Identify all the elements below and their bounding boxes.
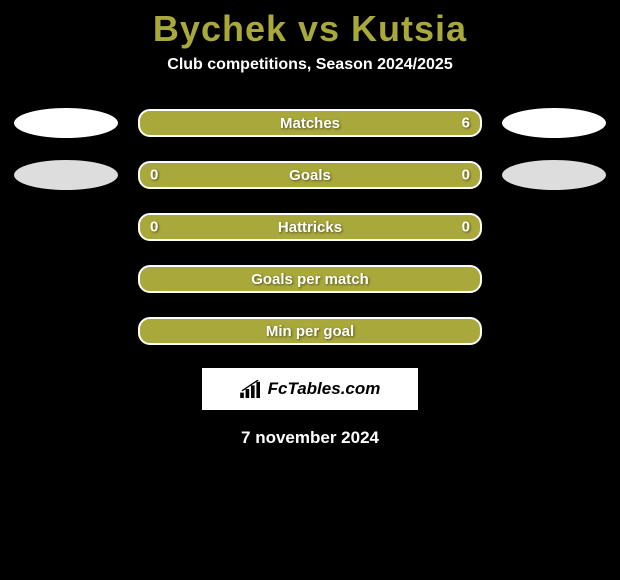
page-subtitle: Club competitions, Season 2024/2025 <box>0 56 620 74</box>
left-oval <box>14 160 118 190</box>
stat-label: Min per goal <box>266 323 354 340</box>
logo-text: FcTables.com <box>268 379 381 399</box>
stat-row: 0 Hattricks 0 <box>0 212 620 242</box>
stat-right-value: 0 <box>462 167 470 184</box>
stat-pill-goals-per-match: Goals per match <box>138 265 482 293</box>
stat-row: 0 Goals 0 <box>0 160 620 190</box>
stat-pill-min-per-goal: Min per goal <box>138 317 482 345</box>
stat-left-value: 0 <box>150 167 158 184</box>
stat-label: Goals <box>289 167 331 184</box>
logo-box: FcTables.com <box>202 368 418 410</box>
right-oval <box>502 160 606 190</box>
date-text: 7 november 2024 <box>0 428 620 448</box>
stat-pill-goals: 0 Goals 0 <box>138 161 482 189</box>
stat-right-value: 0 <box>462 219 470 236</box>
stat-pill-hattricks: 0 Hattricks 0 <box>138 213 482 241</box>
stat-pill-matches: Matches 6 <box>138 109 482 137</box>
stat-label: Hattricks <box>278 219 342 236</box>
stat-rows: Matches 6 0 Goals 0 0 Hattricks 0 <box>0 108 620 346</box>
chart-icon <box>240 380 262 398</box>
page-title: Bychek vs Kutsia <box>0 0 620 50</box>
stat-row: Min per goal <box>0 316 620 346</box>
right-oval <box>502 108 606 138</box>
stat-row: Goals per match <box>0 264 620 294</box>
stat-row: Matches 6 <box>0 108 620 138</box>
stat-right-value: 6 <box>462 115 470 132</box>
stat-label: Matches <box>280 115 340 132</box>
stat-left-value: 0 <box>150 219 158 236</box>
stat-label: Goals per match <box>251 271 369 288</box>
left-oval <box>14 108 118 138</box>
